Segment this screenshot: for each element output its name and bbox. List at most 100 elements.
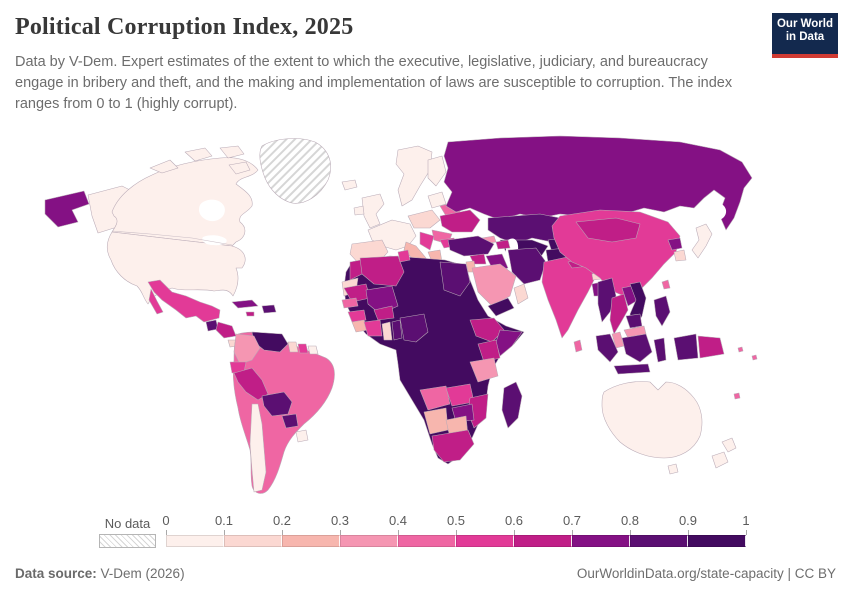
region-iran[interactable] [507, 247, 547, 285]
region-bolivia[interactable] [261, 391, 293, 417]
data-source: Data source: V-Dem (2026) [15, 566, 185, 581]
region-taiwan[interactable] [661, 279, 671, 290]
no-data-swatch[interactable] [99, 534, 156, 548]
owid-url-link[interactable]: OurWorldinData.org/state-capacity [576, 566, 784, 581]
attribution: OurWorldinData.org/state-capacity | CC B… [577, 566, 836, 581]
region-japan[interactable] [691, 223, 713, 259]
legend-bin-0.1-0.2[interactable] [224, 535, 282, 547]
page-title: Political Corruption Index, 2025 [15, 14, 354, 40]
region-angola[interactable] [419, 385, 451, 411]
region-mexico[interactable] [147, 279, 221, 323]
region-finland[interactable] [427, 155, 447, 187]
region-ireland[interactable] [353, 205, 365, 216]
region-cuba[interactable] [231, 299, 259, 309]
region-scandinavia[interactable] [395, 145, 433, 207]
region-uruguay[interactable] [295, 429, 309, 443]
legend-bin-0.4-0.5[interactable] [398, 535, 456, 547]
region-new-zealand[interactable] [711, 437, 737, 469]
region-somalia[interactable] [495, 329, 523, 357]
region-colombia[interactable] [233, 333, 261, 365]
region-cambodia[interactable] [625, 313, 643, 329]
legend-bin-0.2-0.3[interactable] [282, 535, 340, 547]
tick-mark [224, 530, 225, 535]
region-yemen[interactable] [487, 297, 515, 317]
tick-mark [456, 530, 457, 535]
region-mongolia[interactable] [575, 217, 641, 243]
region-saudi-arabia[interactable] [471, 263, 517, 307]
region-uk[interactable] [361, 193, 385, 229]
legend-bin-0.6-0.7[interactable] [514, 535, 572, 547]
region-azerbaijan[interactable] [495, 239, 511, 250]
subtitle-line-3: ranges from 0 to 1 (highly corrupt). [15, 96, 238, 112]
region-egypt[interactable] [439, 261, 471, 297]
tick-label-0-2: 0.2 [272, 513, 292, 528]
legend-bin-0.7-0.8[interactable] [572, 535, 630, 547]
region-australia[interactable] [601, 381, 703, 459]
region-tunisia[interactable] [397, 249, 411, 263]
region-hispaniola[interactable] [261, 304, 277, 314]
tick-mark [166, 530, 167, 535]
region-kazakhstan[interactable] [487, 213, 567, 245]
region-guyana[interactable] [287, 341, 299, 353]
region-madagascar[interactable] [501, 381, 523, 429]
region-tasmania[interactable] [667, 463, 679, 475]
region-algeria[interactable] [359, 255, 405, 287]
region-central-europe[interactable] [407, 209, 441, 229]
region-chile[interactable] [249, 403, 267, 493]
region-paraguay[interactable] [281, 413, 299, 429]
region-jamaica[interactable] [245, 311, 255, 317]
tick-label-0-3: 0.3 [330, 513, 350, 528]
region-burkina-faso[interactable] [373, 305, 395, 321]
tick-label-0-4: 0.4 [388, 513, 408, 528]
region-guinea[interactable] [347, 309, 367, 323]
region-chukotka[interactable] [44, 190, 90, 228]
hudson-bay [199, 199, 225, 222]
region-south-africa[interactable] [431, 429, 475, 463]
region-ivory-coast[interactable] [363, 319, 383, 337]
logo-line-2: in Data [785, 31, 825, 43]
legend-bin-0.8-0.9[interactable] [630, 535, 688, 547]
region-kenya[interactable] [477, 339, 501, 363]
region-greenland[interactable] [259, 138, 331, 204]
region-senegal[interactable] [341, 297, 359, 309]
region-french-guiana[interactable] [307, 345, 319, 355]
subtitle-line-1: Data by V-Dem. Expert estimates of the e… [15, 54, 708, 70]
region-turkey[interactable] [447, 235, 495, 257]
region-nigeria[interactable] [399, 313, 429, 343]
region-balkans[interactable] [419, 231, 435, 251]
legend-bin-0.5-0.6[interactable] [456, 535, 514, 547]
tick-mark [398, 530, 399, 535]
legend-bin-0.9-1[interactable] [688, 535, 746, 547]
region-honduras[interactable] [215, 321, 237, 339]
us-canada-border [111, 230, 233, 246]
region-ghana[interactable] [381, 321, 393, 341]
region-indonesia[interactable] [595, 333, 699, 375]
region-togo-benin[interactable] [391, 319, 403, 341]
region-arctic-islands[interactable] [149, 145, 251, 175]
region-usa[interactable] [107, 231, 246, 305]
tick-label-0-9: 0.9 [678, 513, 698, 528]
region-iceland[interactable] [341, 179, 358, 191]
region-suriname[interactable] [297, 343, 309, 354]
region-pacific-islands[interactable] [733, 346, 758, 400]
region-myanmar[interactable] [597, 277, 617, 323]
region-ukraine[interactable] [439, 209, 481, 233]
legend-bin-0.3-0.4[interactable] [340, 535, 398, 547]
tick-mark [572, 530, 573, 535]
region-philippines[interactable] [653, 295, 671, 327]
region-north-korea[interactable] [667, 237, 683, 251]
owid-logo[interactable]: Our World in Data [772, 13, 838, 58]
data-source-label: Data source: [15, 566, 97, 581]
region-russia[interactable] [443, 135, 753, 231]
region-tanzania[interactable] [469, 357, 499, 383]
region-oman[interactable] [513, 283, 529, 305]
region-baltics[interactable] [427, 191, 447, 209]
region-thailand[interactable] [609, 293, 629, 335]
region-south-korea[interactable] [673, 249, 687, 262]
region-papua-new-guinea[interactable] [697, 335, 725, 359]
legend-bin-0-0.1[interactable] [166, 535, 224, 547]
chart-subtitle: Data by V-Dem. Expert estimates of the e… [15, 52, 765, 115]
region-sri-lanka[interactable] [573, 339, 583, 353]
no-data-label: No data [104, 516, 151, 531]
